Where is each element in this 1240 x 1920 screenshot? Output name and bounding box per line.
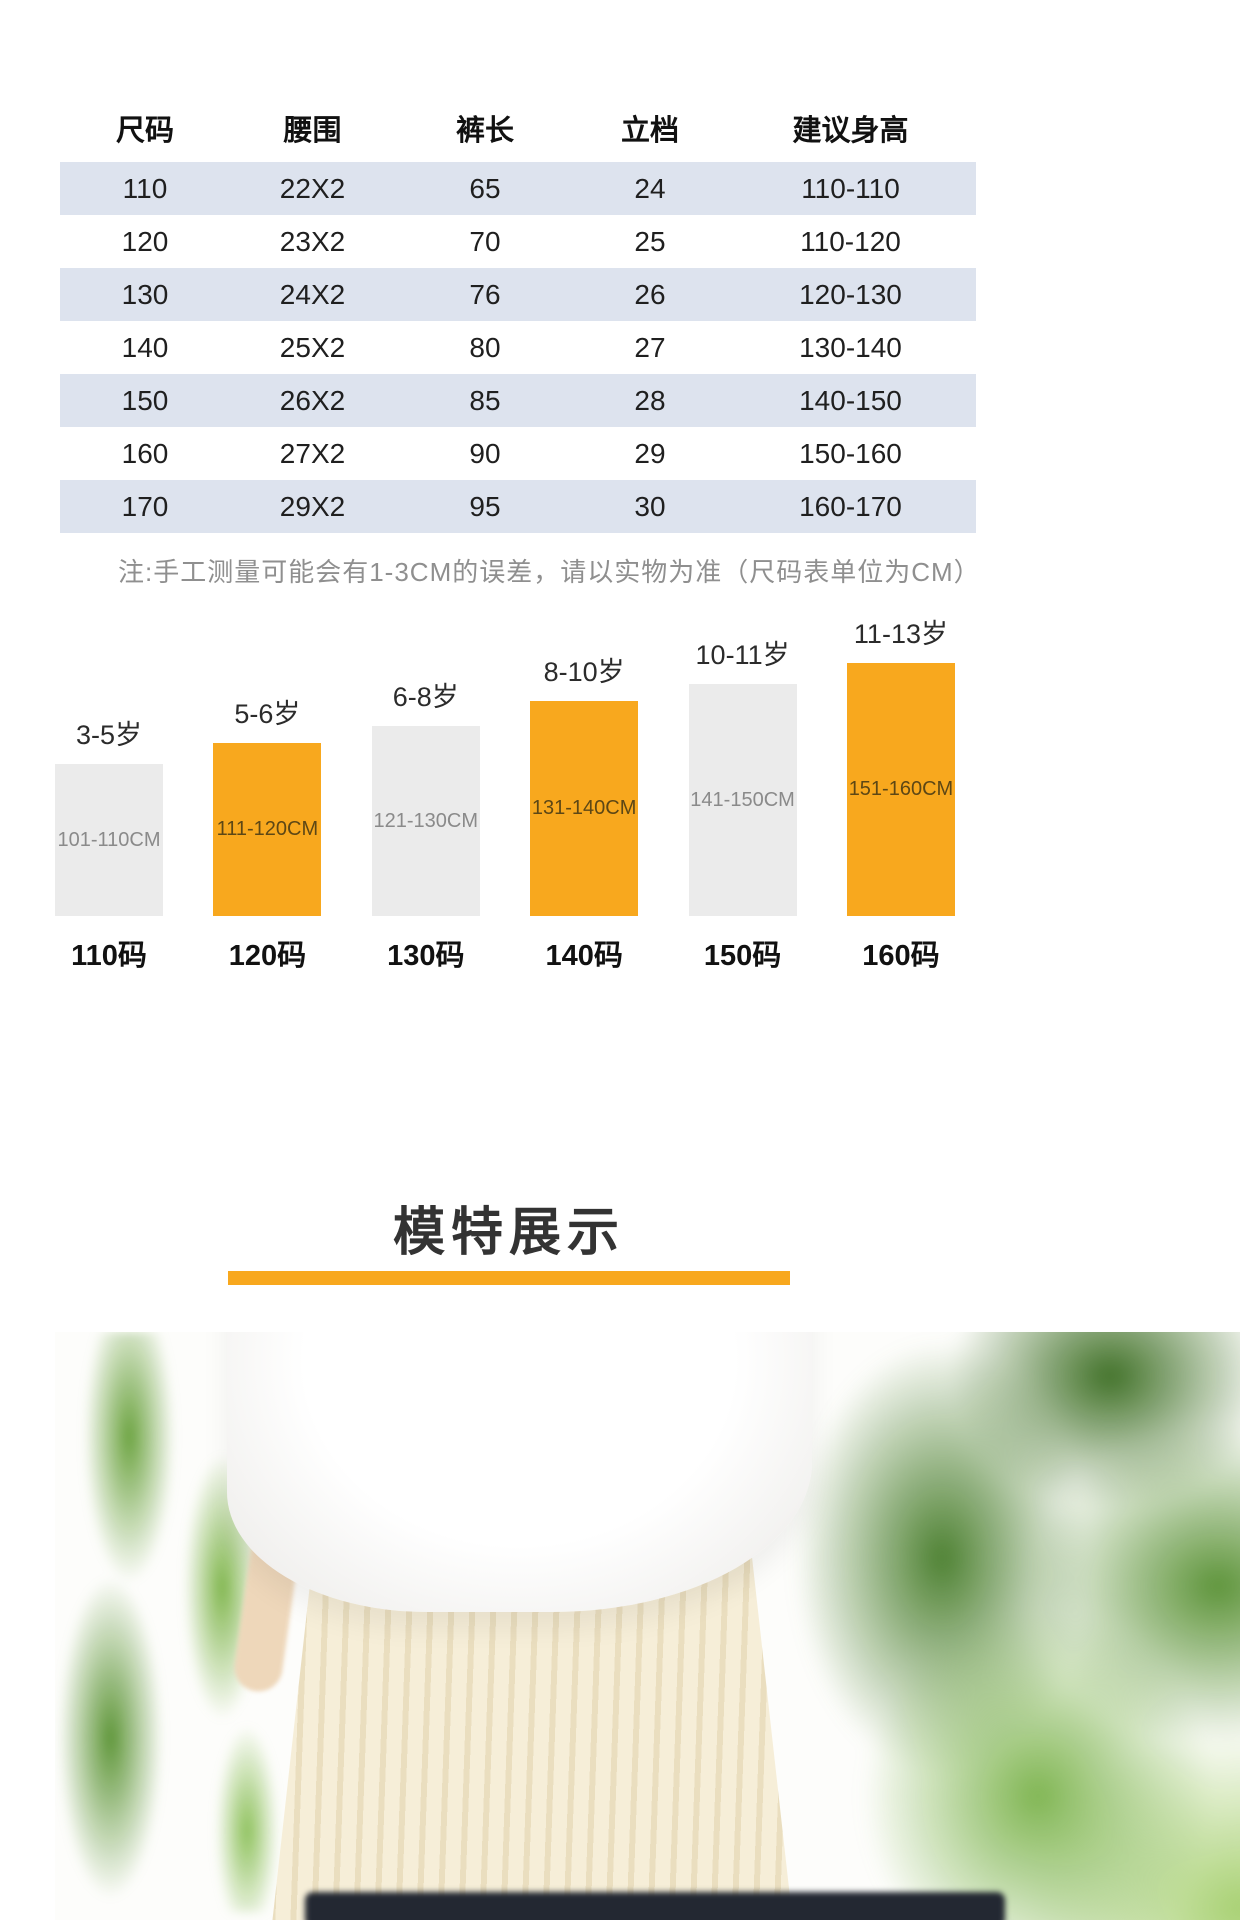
cell-suggested-height: 110-120 — [800, 226, 901, 257]
height-range-label: 101-110CM — [57, 828, 161, 851]
height-bar: 121-130CM — [371, 726, 480, 916]
cell-size: 170 — [121, 491, 169, 522]
cell-suggested-height: 130-140 — [799, 332, 902, 363]
chart-column: 11-13岁 151-160CM 160码 — [846, 612, 955, 974]
height-range-label: 141-150CM — [690, 788, 795, 811]
cell-size: 110 — [122, 173, 168, 204]
size-code-label: 160码 — [862, 940, 940, 972]
chart-column: 3-5岁 101-110CM 110码 — [55, 713, 163, 974]
size-table-row: 140 25X2 80 27 130-140 — [60, 321, 976, 374]
age-label: 3-5岁 — [75, 720, 143, 750]
height-bar: 111-120CM — [213, 743, 322, 916]
cell-waist: 26X2 — [279, 385, 346, 416]
age-label: 5-6岁 — [234, 699, 301, 729]
cell-crotch: 24 — [634, 173, 666, 204]
cell-size: 140 — [121, 332, 169, 363]
age-label: 10-11岁 — [695, 640, 790, 670]
cell-crotch: 30 — [634, 491, 666, 522]
cell-waist: 27X2 — [279, 438, 346, 469]
size-table-row: 110 22X2 65 24 110-110 — [60, 162, 976, 215]
section-title: 模特展示 — [392, 1204, 625, 1262]
cell-suggested-height: 160-170 — [799, 491, 902, 522]
size-table-header-row: 尺码 腰围 裤长 立档 建议身高 — [60, 100, 976, 162]
model-section-underline — [228, 1271, 790, 1285]
cell-pant-length: 70 — [469, 226, 501, 257]
cell-pant-length: 65 — [469, 173, 501, 204]
col-header-suggested-height: 建议身高 — [792, 115, 909, 147]
size-code-label: 110码 — [71, 940, 147, 972]
size-table-row: 130 24X2 76 26 120-130 — [60, 268, 976, 321]
cell-suggested-height: 150-160 — [799, 438, 902, 469]
height-bar: 141-150CM — [688, 684, 797, 916]
size-table-row: 120 23X2 70 25 110-120 — [60, 215, 976, 268]
cell-waist: 24X2 — [279, 279, 346, 310]
height-range-label: 131-140CM — [531, 797, 637, 819]
size-table: 尺码 腰围 裤长 立档 建议身高 110 22X2 65 24 110-110 … — [60, 100, 976, 533]
col-header-waist: 腰围 — [283, 115, 342, 147]
cell-suggested-height: 140-150 — [799, 385, 902, 416]
cell-waist: 25X2 — [279, 332, 346, 363]
col-header-crotch: 立档 — [620, 115, 679, 147]
height-range-label: 151-160CM — [848, 778, 954, 800]
cell-crotch: 28 — [634, 385, 666, 416]
age-label: 6-8岁 — [392, 682, 459, 712]
cell-crotch: 27 — [634, 332, 666, 363]
size-code-label: 150码 — [703, 940, 782, 972]
model-section-header: 模特展示 — [228, 1190, 790, 1285]
cell-pant-length: 90 — [469, 438, 501, 469]
measurement-note: 注:手工测量可能会有1-3CM的误差，请以实物为准（尺码表单位为CM） — [118, 557, 981, 587]
size-code-label: 120码 — [228, 940, 307, 972]
cell-size: 160 — [121, 438, 169, 469]
chart-column: 5-6岁 111-120CM 120码 — [213, 692, 322, 974]
cell-waist: 29X2 — [279, 491, 346, 522]
height-range-label: 111-120CM — [216, 818, 319, 840]
height-bar-chart: 3-5岁 101-110CM 110码 5-6岁 111-120CM 120码 … — [55, 612, 955, 974]
cell-pant-length: 95 — [469, 491, 501, 522]
photo-bottom-dark-strip — [305, 1892, 1005, 1920]
height-range-label: 121-130CM — [373, 809, 479, 832]
cell-pant-length: 80 — [469, 332, 501, 363]
chart-column: 6-8岁 121-130CM 130码 — [371, 675, 480, 974]
age-label: 11-13岁 — [853, 619, 948, 649]
cell-size: 130 — [121, 279, 169, 310]
cell-pant-length: 85 — [469, 385, 501, 416]
size-code-label: 130码 — [387, 940, 465, 972]
col-header-size: 尺码 — [115, 115, 174, 147]
cell-crotch: 26 — [634, 279, 666, 310]
cell-waist: 22X2 — [279, 173, 346, 204]
cell-suggested-height: 120-130 — [799, 279, 902, 310]
cell-size: 120 — [121, 226, 169, 257]
chart-column: 10-11岁 141-150CM 150码 — [688, 633, 797, 974]
cell-crotch: 29 — [634, 438, 666, 469]
cell-crotch: 25 — [634, 226, 666, 257]
height-bar: 131-140CM — [530, 701, 639, 916]
col-header-pant-length: 裤长 — [455, 115, 514, 147]
height-bar: 101-110CM — [55, 764, 163, 916]
model-photo — [55, 1332, 1240, 1920]
cell-size: 150 — [121, 385, 169, 416]
size-table-row: 170 29X2 95 30 160-170 — [60, 480, 976, 533]
cell-pant-length: 76 — [469, 279, 501, 310]
age-label: 8-10岁 — [543, 657, 625, 687]
model-white-shirt — [227, 1332, 812, 1612]
size-table-row: 150 26X2 85 28 140-150 — [60, 374, 976, 427]
height-bar: 151-160CM — [846, 663, 955, 916]
size-table-row: 160 27X2 90 29 150-160 — [60, 427, 976, 480]
chart-column: 8-10岁 131-140CM 140码 — [530, 650, 639, 974]
size-code-label: 140码 — [545, 940, 623, 972]
cell-waist: 23X2 — [279, 226, 346, 257]
cell-suggested-height: 110-110 — [801, 173, 900, 204]
